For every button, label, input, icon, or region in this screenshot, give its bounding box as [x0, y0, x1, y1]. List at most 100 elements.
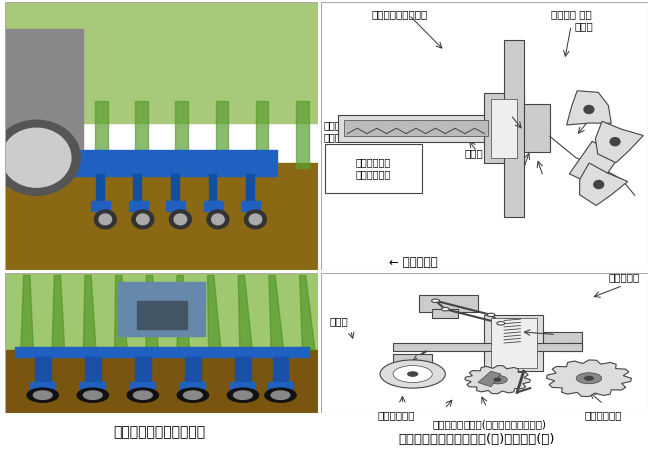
Text: 残耕処理刃: 残耕処理刃 — [432, 419, 463, 430]
Text: チゼル: チゼル — [465, 148, 483, 158]
Bar — [344, 120, 488, 136]
Bar — [166, 201, 185, 211]
Circle shape — [584, 105, 594, 114]
Circle shape — [94, 210, 116, 229]
Bar — [256, 102, 269, 169]
Circle shape — [488, 376, 508, 384]
Bar — [419, 295, 478, 312]
Bar — [337, 115, 495, 142]
Bar — [432, 309, 458, 318]
Circle shape — [497, 322, 505, 325]
Text: 図２　　開発機の平面図(上)と側面図(下): 図２ 開発機の平面図(上)と側面図(下) — [398, 433, 556, 446]
Bar — [543, 332, 582, 346]
Polygon shape — [269, 275, 284, 350]
Bar — [96, 174, 104, 211]
Bar — [504, 318, 520, 346]
Bar — [5, 273, 318, 350]
Bar — [491, 318, 537, 368]
Bar — [180, 383, 205, 389]
Circle shape — [495, 378, 501, 381]
Bar — [80, 383, 105, 389]
Circle shape — [134, 391, 153, 399]
Polygon shape — [52, 275, 65, 350]
Bar — [135, 102, 148, 169]
Bar — [74, 150, 277, 176]
Bar — [129, 201, 147, 211]
Text: 図１　　作業中の開発機: 図１ 作業中の開発機 — [113, 425, 205, 439]
Text: 右端の１ユニ
ットのみ図示: 右端の１ユニ ットのみ図示 — [356, 158, 391, 179]
Polygon shape — [115, 275, 127, 350]
Bar — [230, 383, 256, 389]
Circle shape — [408, 372, 417, 376]
Bar — [171, 174, 179, 211]
Bar — [5, 350, 318, 413]
Bar — [31, 383, 55, 389]
Bar — [92, 201, 110, 211]
Text: 前列ディスク: 前列ディスク — [377, 410, 415, 420]
Circle shape — [487, 313, 495, 316]
Polygon shape — [177, 275, 190, 350]
Polygon shape — [478, 371, 501, 387]
Bar — [563, 343, 582, 352]
Text: ディスク 角度: ディスク 角度 — [551, 9, 591, 19]
Polygon shape — [146, 275, 158, 350]
Polygon shape — [83, 275, 96, 350]
Circle shape — [380, 360, 445, 388]
Bar — [273, 357, 288, 385]
Bar — [235, 357, 251, 385]
Circle shape — [227, 388, 258, 402]
Circle shape — [245, 210, 266, 229]
Circle shape — [0, 120, 80, 195]
Bar — [215, 102, 228, 169]
Polygon shape — [580, 163, 628, 206]
Bar — [296, 102, 309, 169]
Circle shape — [441, 308, 449, 311]
Bar — [491, 99, 517, 158]
Bar — [185, 357, 201, 385]
Circle shape — [265, 388, 296, 402]
Polygon shape — [546, 360, 631, 396]
Text: 調節部: 調節部 — [575, 21, 593, 31]
Bar — [118, 282, 205, 336]
Circle shape — [432, 299, 439, 303]
Bar — [208, 174, 216, 211]
Bar — [569, 141, 620, 187]
Bar — [5, 29, 83, 150]
Bar — [524, 104, 550, 152]
Polygon shape — [465, 365, 530, 394]
Bar — [136, 301, 187, 329]
Bar — [14, 102, 27, 169]
Bar — [5, 2, 318, 123]
Bar — [130, 383, 155, 389]
Circle shape — [234, 391, 252, 399]
Circle shape — [207, 210, 229, 229]
Circle shape — [184, 391, 202, 399]
Bar — [504, 40, 524, 217]
Bar — [134, 174, 141, 211]
Circle shape — [393, 365, 432, 383]
Bar — [175, 102, 188, 169]
Bar — [5, 163, 318, 270]
Bar — [484, 93, 524, 163]
Bar — [246, 174, 254, 211]
Bar — [393, 343, 582, 352]
Circle shape — [174, 214, 187, 225]
Circle shape — [212, 214, 224, 225]
Circle shape — [169, 210, 191, 229]
Circle shape — [127, 388, 158, 402]
Bar — [95, 102, 108, 169]
Bar — [55, 102, 67, 169]
FancyBboxPatch shape — [324, 144, 422, 193]
Circle shape — [99, 214, 112, 225]
Circle shape — [585, 377, 593, 380]
Circle shape — [249, 214, 262, 225]
Circle shape — [610, 138, 620, 146]
Bar — [484, 315, 543, 371]
Bar — [14, 347, 309, 357]
Text: 後列ディスク: 後列ディスク — [585, 410, 622, 420]
Polygon shape — [238, 275, 252, 350]
Text: スプリング: スプリング — [608, 272, 639, 282]
Circle shape — [576, 373, 602, 384]
Bar — [35, 357, 51, 385]
Bar — [268, 383, 293, 389]
